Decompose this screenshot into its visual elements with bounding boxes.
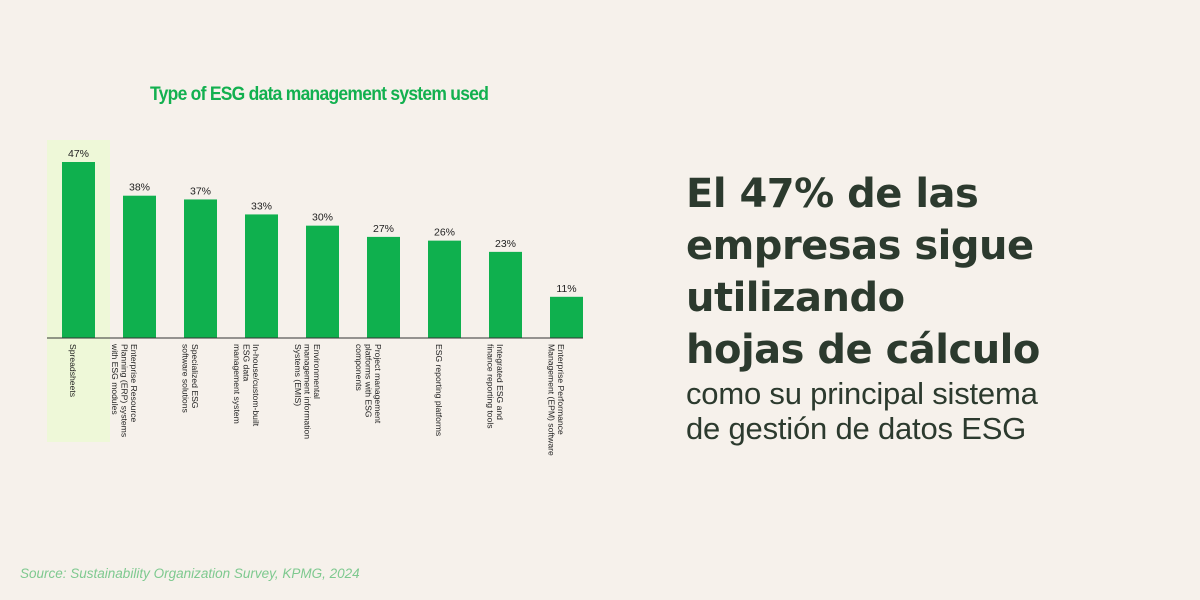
data-label: 11% [556,283,576,295]
category-label: Environmentalmanagement informationSyste… [293,344,322,439]
data-label: 38% [129,182,150,194]
source-note: Source: Sustainability Organization Surv… [20,566,360,581]
category-label-line: finance reporting tools [485,344,495,429]
bar [489,251,522,338]
category-label-line: Specialized ESG [190,344,200,409]
category-label: Enterprise PerformanceManagement (EPM) s… [546,344,566,456]
category-label: Spreadsheets [68,344,78,397]
category-label-line: In-house/custom-built [251,344,261,427]
data-label: 33% [251,200,272,212]
category-label-line: software solutions [180,344,190,413]
chart-title: Type of ESG data management system used [150,84,489,105]
bar [245,214,278,338]
category-label-line: Systems (EMIS) [293,344,303,406]
headline: El 47% de las empresas sigue utilizando … [686,168,1186,446]
category-label-line: components [354,344,364,391]
data-label: 37% [190,185,211,197]
category-label-line: with ESG modules [110,343,120,415]
category-label: ESG reporting platforms [434,344,444,436]
category-label: Enterprise ResourcePlanning (ERP) system… [110,343,139,437]
category-label-line: Enterprise Resource [129,344,139,423]
headline-bold-line: hojas de cálculo [686,327,1040,373]
data-label: 27% [373,223,394,235]
headline-bold-line: El 47% de las [686,171,979,217]
category-label-line: management system [232,344,242,424]
bar [550,296,583,338]
category-label-line: Integrated ESG and [495,344,505,420]
bar [306,225,339,338]
category-label-line: Enterprise Performance [556,344,566,435]
data-label: 26% [434,227,455,239]
category-label-line: Spreadsheets [68,344,78,397]
bar-chart: 47% Spreadsheets 38% Enterprise ResourcePla… [47,140,583,456]
data-label: 47% [68,148,89,160]
headline-light-line: de gestión de datos ESG [686,411,1027,446]
bar [367,236,400,338]
category-label: Project managementplatforms with ESGcomp… [354,344,383,424]
data-label: 23% [495,238,516,250]
category-label-line: Project management [373,344,383,424]
category-label: Integrated ESG andfinance reporting tool… [485,344,505,429]
headline-bold-line: utilizando [686,275,905,321]
bar [123,195,156,338]
category-label-line: management information [302,344,312,439]
category-label-line: Management (EPM) software [546,344,556,456]
bar [184,199,217,338]
category-label-line: Planning (ERP) systems [119,344,129,437]
category-label-line: ESG reporting platforms [434,344,444,436]
category-label: In-house/custom-builtESG datamanagement … [232,344,261,427]
category-label-line: Environmental [312,344,322,399]
category-label: Specialized ESGsoftware solutions [180,344,200,413]
headline-bold-line: empresas sigue [686,223,1034,269]
bar [428,240,461,338]
data-label: 30% [312,212,333,224]
category-label-line: ESG data [241,344,251,381]
headline-light-line: como su principal sistema [686,376,1038,411]
bar [62,162,95,338]
category-label-line: platforms with ESG [363,344,373,418]
